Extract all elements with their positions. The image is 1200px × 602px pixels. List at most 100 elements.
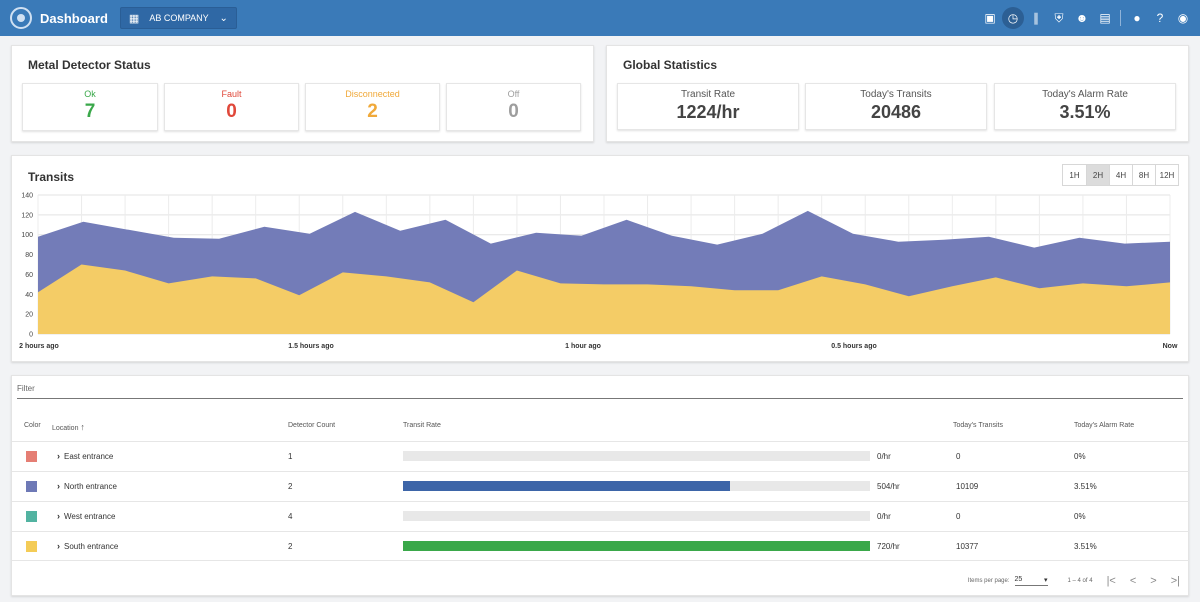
bell-icon[interactable]: ● (1133, 11, 1141, 25)
locations-table-card: Filter Color Location ↑ Detector Count T… (11, 375, 1189, 596)
table-row[interactable]: › South entrance 2 720/hr 10377 3.51% (12, 531, 1189, 561)
transit-rate-bar (403, 481, 870, 491)
filter-input[interactable] (17, 398, 1183, 399)
prev-page-icon[interactable]: < (1129, 575, 1137, 587)
status-disconnected-box[interactable]: Disconnected 2 (305, 83, 440, 131)
status-off-label: Off (507, 89, 520, 99)
todays-transits-value: 20486 (870, 102, 922, 122)
location-cell[interactable]: › East entrance (57, 451, 113, 461)
transit-rate-bar-fill (403, 481, 730, 491)
col-location-header[interactable]: Location ↑ (52, 422, 85, 432)
todays-transits-cell: 0 (956, 452, 961, 461)
status-disconnected-value: 2 (367, 101, 378, 122)
todays-transits-cell: 10377 (956, 542, 979, 551)
app-logo-icon[interactable] (10, 7, 32, 29)
transit-rate-value: 720/hr (877, 542, 900, 551)
detector-count-cell: 2 (288, 542, 293, 551)
detector-count-cell: 2 (288, 482, 293, 491)
company-selector[interactable]: ▦ AB COMPANY ⌄ (119, 7, 237, 29)
next-page-icon[interactable]: > (1150, 575, 1157, 587)
color-swatch (26, 511, 37, 522)
chevron-down-icon: ⌄ (219, 12, 228, 24)
expand-chevron-icon[interactable]: › (57, 541, 60, 551)
range-8h-button[interactable]: 8H (1132, 165, 1155, 185)
transit-rate-label: Transit Rate (680, 89, 736, 100)
transit-rate-value: 0/hr (877, 452, 891, 461)
detector-count-cell: 1 (288, 452, 293, 461)
status-ok-label: Ok (84, 89, 96, 99)
alarm-rate-cell: 3.51% (1074, 542, 1097, 551)
col-color-header: Color (24, 422, 41, 429)
transit-rate-value: 1224/hr (676, 102, 740, 122)
detector-status-card: Metal Detector Status Ok 7 Fault 0 Disco… (11, 45, 594, 142)
location-cell[interactable]: › South entrance (57, 541, 118, 551)
table-row[interactable]: › East entrance 1 0/hr 0 0% (12, 441, 1189, 471)
users-icon[interactable]: ☻ (1075, 11, 1089, 25)
todays-transits-box: Today's Transits 20486 (805, 83, 987, 130)
speedometer-icon[interactable]: ◷ (1002, 7, 1024, 29)
transit-rate-bar (403, 541, 870, 551)
arrow-up-icon: ↑ (80, 422, 85, 432)
transit-rate-value: 504/hr (877, 482, 900, 491)
items-per-page-select[interactable]: 25 ▾ (1014, 576, 1048, 586)
transit-rate-bar (403, 451, 870, 461)
range-12h-button[interactable]: 12H (1155, 165, 1178, 185)
shield-icon[interactable]: ⛨ (1054, 10, 1064, 25)
alarm-rate-value: 3.51% (1059, 102, 1111, 122)
account-icon[interactable]: ◉ (1177, 11, 1189, 25)
app-title[interactable]: Dashboard (40, 10, 108, 26)
global-stats-card: Global Statistics Transit Rate 1224/hr T… (606, 45, 1189, 142)
range-2h-button[interactable]: 2H (1086, 165, 1109, 185)
company-name: AB COMPANY (149, 13, 209, 23)
status-disconnected-label: Disconnected (345, 89, 400, 99)
col-todays-transits-header[interactable]: Today's Transits (953, 422, 1003, 429)
last-page-icon[interactable]: >| (1170, 575, 1180, 587)
transits-title: Transits (28, 170, 75, 184)
color-swatch (26, 481, 37, 492)
status-fault-value: 0 (226, 101, 237, 122)
items-per-page-value: 25 (1014, 576, 1023, 583)
gate-icon[interactable]: ∥ (1033, 11, 1039, 25)
expand-chevron-icon[interactable]: › (57, 481, 60, 491)
location-cell[interactable]: › West entrance (57, 511, 115, 521)
status-off-box[interactable]: Off 0 (446, 83, 581, 131)
expand-chevron-icon[interactable]: › (57, 451, 60, 461)
status-fault-box[interactable]: Fault 0 (164, 83, 299, 131)
detector-status-title: Metal Detector Status (28, 58, 151, 72)
col-detector-count-header[interactable]: Detector Count (288, 422, 336, 429)
help-icon[interactable]: ? (1156, 11, 1164, 25)
expand-chevron-icon[interactable]: › (57, 511, 60, 521)
todays-transits-cell: 0 (956, 512, 961, 521)
items-per-page-label: Items per page: (967, 578, 1010, 584)
status-ok-box[interactable]: Ok 7 (22, 83, 158, 131)
transit-rate-value: 0/hr (877, 512, 891, 521)
top-bar: Dashboard ▦ AB COMPANY ⌄ ▣ ◷ ∥ ⛨ ☻ ▤ ● ?… (0, 0, 1200, 36)
location-name: East entrance (64, 452, 114, 461)
range-1h-button[interactable]: 1H (1063, 165, 1086, 185)
col-transit-rate-header[interactable]: Transit Rate (403, 422, 441, 429)
dashboard-icon[interactable]: ▣ (984, 11, 996, 25)
transit-rate-bar-fill (403, 541, 870, 551)
first-page-icon[interactable]: |< (1106, 575, 1116, 587)
paginator: Items per page: 25 ▾ 1 – 4 of 4 |< < > >… (968, 575, 1180, 587)
table-row[interactable]: › North entrance 2 504/hr 10109 3.51% (12, 471, 1189, 501)
location-cell[interactable]: › North entrance (57, 481, 117, 491)
org-chart-icon: ▦ (128, 12, 140, 25)
todays-transits-cell: 10109 (956, 482, 979, 491)
col-location-label: Location (52, 425, 79, 432)
transits-card: Transits 1H 2H 4H 8H 12H (11, 155, 1189, 362)
report-icon[interactable]: ▤ (1099, 11, 1111, 25)
transit-rate-bar (403, 511, 870, 521)
table-row[interactable]: › West entrance 4 0/hr 0 0% (12, 501, 1189, 531)
location-name: West entrance (64, 512, 116, 521)
alarm-rate-cell: 0% (1074, 512, 1086, 521)
page-range-text: 1 – 4 of 4 (1067, 578, 1093, 584)
status-off-value: 0 (508, 101, 519, 122)
alarm-rate-box: Today's Alarm Rate 3.51% (994, 83, 1176, 130)
range-4h-button[interactable]: 4H (1109, 165, 1132, 185)
color-swatch (26, 541, 37, 552)
alarm-rate-label: Today's Alarm Rate (1042, 89, 1128, 100)
toolbar-divider (1120, 10, 1121, 26)
alarm-rate-cell: 3.51% (1074, 482, 1097, 491)
col-alarm-rate-header[interactable]: Today's Alarm Rate (1074, 422, 1135, 429)
